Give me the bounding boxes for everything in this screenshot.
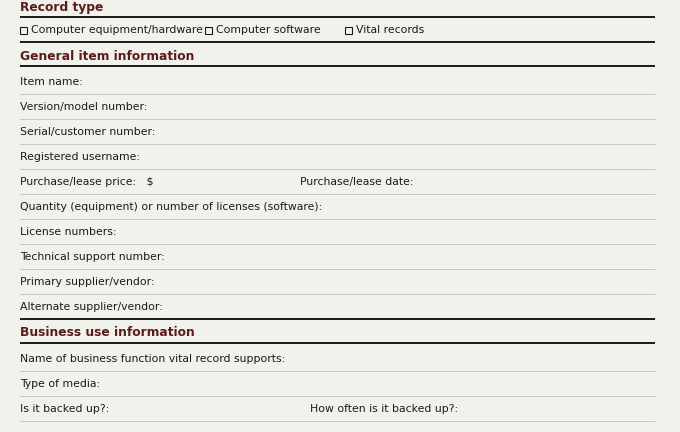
Text: Item name:: Item name:: [20, 77, 83, 87]
Text: Name of business function vital record supports:: Name of business function vital record s…: [20, 354, 285, 364]
Text: Quantity (equipment) or number of licenses (software):: Quantity (equipment) or number of licens…: [20, 202, 322, 212]
Text: General item information: General item information: [20, 50, 194, 63]
Bar: [20, 26, 27, 34]
Text: Registered username:: Registered username:: [20, 152, 140, 162]
Text: Computer software: Computer software: [216, 25, 321, 35]
Text: Alternate supplier/vendor:: Alternate supplier/vendor:: [20, 302, 163, 312]
Text: Computer equipment/hardware: Computer equipment/hardware: [31, 25, 203, 35]
Text: How often is it backed up?:: How often is it backed up?:: [310, 404, 458, 414]
Text: License numbers:: License numbers:: [20, 227, 116, 237]
Text: Type of media:: Type of media:: [20, 379, 100, 389]
Text: Serial/customer number:: Serial/customer number:: [20, 127, 155, 137]
Bar: [345, 26, 352, 34]
Bar: [205, 26, 212, 34]
Text: Vital records: Vital records: [356, 25, 424, 35]
Text: Purchase/lease price:   $: Purchase/lease price: $: [20, 177, 154, 187]
Text: Technical support number:: Technical support number:: [20, 252, 165, 262]
Text: Purchase/lease date:: Purchase/lease date:: [300, 177, 413, 187]
Text: Is it backed up?:: Is it backed up?:: [20, 404, 109, 414]
Text: Primary supplier/vendor:: Primary supplier/vendor:: [20, 277, 154, 287]
Text: Business use information: Business use information: [20, 327, 194, 340]
Text: Version/model number:: Version/model number:: [20, 102, 148, 112]
Text: Record type: Record type: [20, 1, 103, 15]
